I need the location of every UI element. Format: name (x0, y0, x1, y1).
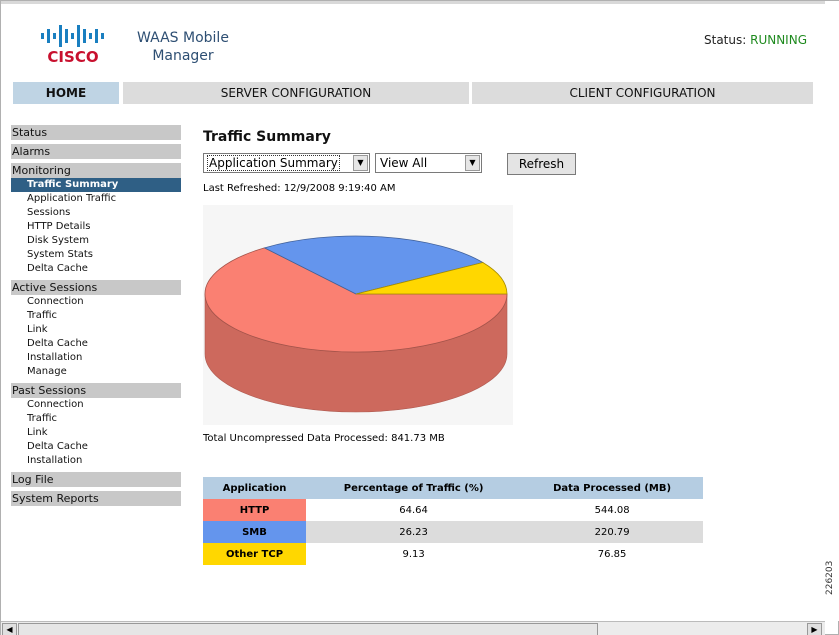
chevron-down-icon: ▼ (465, 155, 480, 171)
logo-text: CISCO (47, 48, 98, 65)
sidebar-section-monitoring[interactable]: Monitoring (11, 163, 181, 178)
table-row: Other TCP 9.13 76.85 (203, 543, 703, 565)
status-value: RUNNING (750, 33, 807, 47)
sidebar-item-active-delta-cache[interactable]: Delta Cache (27, 338, 88, 349)
active-sessions-group: Connection Traffic Link Delta Cache Inst… (11, 295, 181, 379)
view-all-value: View All (380, 156, 428, 170)
vertical-scrollbar-area: 226203 (825, 1, 839, 621)
app-title-line1: WAAS Mobile (137, 30, 229, 46)
refresh-button[interactable]: Refresh (507, 153, 576, 175)
app-cell-other-tcp: Other TCP (203, 543, 306, 565)
application-summary-select[interactable]: Application Summary ▼ (203, 153, 370, 173)
monitoring-group: Traffic Summary Application Traffic Sess… (11, 178, 181, 276)
pct-cell: 26.23 (306, 521, 522, 543)
status-label: Status: (704, 33, 747, 47)
sidebar-item-status[interactable]: Status (11, 125, 181, 140)
total-data-processed: Total Uncompressed Data Processed: 841.7… (203, 433, 445, 444)
scroll-right-icon[interactable]: ▶ (807, 623, 822, 635)
pie-slice-other-tcp (355, 262, 508, 295)
sidebar-item-active-traffic[interactable]: Traffic (27, 310, 58, 321)
column-header-data-processed: Data Processed (MB) (521, 477, 703, 499)
sidebar-section-active-sessions[interactable]: Active Sessions (11, 280, 181, 295)
sidebar-item-past-connection[interactable]: Connection (27, 399, 84, 410)
sidebar-item-active-installation[interactable]: Installation (27, 352, 83, 363)
tab-server-configuration[interactable]: SERVER CONFIGURATION (123, 82, 469, 104)
sidebar-item-delta-cache[interactable]: Delta Cache (27, 263, 88, 274)
application-summary-value: Application Summary (207, 155, 340, 171)
mb-cell: 76.85 (521, 543, 703, 565)
mb-cell: 544.08 (521, 499, 703, 521)
sidebar-item-active-link[interactable]: Link (27, 324, 48, 335)
cisco-logo: CISCO (41, 25, 104, 65)
last-refreshed-text: Last Refreshed: 12/9/2008 9:19:40 AM (203, 183, 396, 194)
traffic-table: Application Percentage of Traffic (%) Da… (203, 477, 703, 565)
sidebar-item-disk-system[interactable]: Disk System (27, 235, 89, 246)
traffic-pie-chart (203, 205, 513, 425)
tab-home[interactable]: HOME (13, 82, 119, 104)
sidebar-item-past-installation[interactable]: Installation (27, 455, 83, 466)
pie-chart-svg (204, 235, 508, 413)
sidebar-item-active-manage[interactable]: Manage (27, 366, 67, 377)
sidebar-item-system-reports[interactable]: System Reports (11, 491, 181, 506)
pct-cell: 64.64 (306, 499, 522, 521)
past-sessions-group: Connection Traffic Link Delta Cache Inst… (11, 398, 181, 468)
sidebar-item-active-connection[interactable]: Connection (27, 296, 84, 307)
column-header-percentage: Percentage of Traffic (%) (306, 477, 522, 499)
app-cell-smb: SMB (203, 521, 306, 543)
pie-slice-http (204, 247, 508, 353)
app-cell-http: HTTP (203, 499, 306, 521)
view-all-select[interactable]: View All ▼ (375, 153, 482, 173)
sidebar-item-http-details[interactable]: HTTP Details (27, 221, 91, 232)
sidebar: Status Alarms Monitoring Traffic Summary… (11, 125, 181, 510)
figure-id: 226203 (825, 560, 835, 595)
sidebar-item-system-stats[interactable]: System Stats (27, 249, 93, 260)
sidebar-item-alarms[interactable]: Alarms (11, 144, 181, 159)
status-indicator: Status: RUNNING (704, 33, 807, 47)
sidebar-item-log-file[interactable]: Log File (11, 472, 181, 487)
pie-slice-smb (263, 235, 484, 295)
sidebar-section-past-sessions[interactable]: Past Sessions (11, 383, 181, 398)
sidebar-item-past-link[interactable]: Link (27, 427, 48, 438)
table-row: SMB 26.23 220.79 (203, 521, 703, 543)
tab-client-configuration[interactable]: CLIENT CONFIGURATION (472, 82, 813, 104)
mb-cell: 220.79 (521, 521, 703, 543)
sidebar-item-traffic-summary[interactable]: Traffic Summary (11, 178, 181, 192)
chevron-down-icon: ▼ (353, 155, 368, 171)
app-title-line2: Manager (152, 48, 214, 64)
sidebar-item-past-delta-cache[interactable]: Delta Cache (27, 441, 88, 452)
scrollbar-thumb[interactable] (18, 623, 598, 635)
scroll-left-icon[interactable]: ◀ (2, 623, 17, 635)
column-header-application: Application (203, 477, 306, 499)
horizontal-scrollbar[interactable]: ◀ ▶ (1, 621, 825, 635)
pct-cell: 9.13 (306, 543, 522, 565)
app-title: WAAS Mobile Manager (137, 29, 229, 65)
page-title: Traffic Summary (203, 129, 331, 145)
window-top-border (1, 1, 825, 4)
sidebar-item-application-traffic[interactable]: Application Traffic (27, 193, 117, 204)
sidebar-item-past-traffic[interactable]: Traffic (27, 413, 58, 424)
table-header-row: Application Percentage of Traffic (%) Da… (203, 477, 703, 499)
sidebar-item-sessions[interactable]: Sessions (27, 207, 71, 218)
table-row: HTTP 64.64 544.08 (203, 499, 703, 521)
